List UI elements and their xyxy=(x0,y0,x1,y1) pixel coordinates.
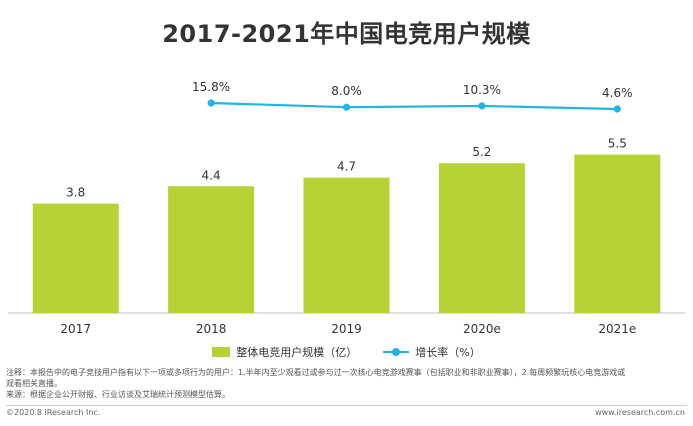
growth-label-2020e: 10.3% xyxy=(463,83,501,97)
bar-2019 xyxy=(303,177,390,313)
bar-label-2017: 3.8 xyxy=(66,186,85,200)
website-link[interactable]: www.iresearch.com.cn xyxy=(595,408,685,417)
bar-2017 xyxy=(32,203,119,313)
note-line-1: 注释：本报告中的电子竞技用户指有以下一项或多项行为的用户：1.半年内至少观看过或… xyxy=(6,368,626,377)
bar-2018 xyxy=(168,186,255,313)
x-tick-label-2017: 2017 xyxy=(60,322,91,336)
chart-legend: 整体电竞用户规模（亿） 增长率（%） xyxy=(0,344,693,360)
x-tick-label-2018: 2018 xyxy=(196,322,227,336)
bar-2020e xyxy=(438,163,525,313)
x-tick-label-2021e: 2021e xyxy=(598,322,636,336)
source-line: 来源：根据企业公开财报、行业访谈及艾瑞统计预测模型估算。 xyxy=(6,390,230,399)
bar-label-2018: 4.4 xyxy=(202,168,221,182)
bar-2021e xyxy=(574,154,661,313)
growth-point-1 xyxy=(207,99,215,107)
growth-label-2018: 15.8% xyxy=(192,80,230,94)
copyright-text: ©2020.8 iResearch Inc. xyxy=(6,408,101,417)
bar-label-2020e: 5.2 xyxy=(472,145,491,159)
bar-label-2019: 4.7 xyxy=(337,160,356,174)
legend-item-line: 增长率（%） xyxy=(383,344,481,360)
growth-line xyxy=(211,101,618,111)
chart-canvas: 3.8 2017 4.4 2018 15.8% 4.7 2019 8.0% 5.2 2020e 10… xyxy=(8,80,685,336)
footer-divider xyxy=(6,405,687,406)
legend-swatch-line xyxy=(383,347,410,357)
bar-label-2021e: 5.5 xyxy=(608,137,627,151)
legend-swatch-bar xyxy=(212,347,231,357)
note-line-2: 观看相关直播。 xyxy=(6,379,62,388)
chart-title: 2017-2021年中国电竞用户规模 xyxy=(162,20,531,48)
growth-point-4 xyxy=(613,105,621,113)
legend-item-bar: 整体电竞用户规模（亿） xyxy=(212,344,357,360)
legend-label-line: 增长率（%） xyxy=(415,346,481,359)
x-tick-label-2019: 2019 xyxy=(331,322,362,336)
growth-point-2 xyxy=(342,103,351,111)
growth-point-3 xyxy=(478,102,486,110)
growth-label-2021e: 4.6% xyxy=(602,86,633,100)
x-tick-label-2020e: 2020e xyxy=(463,322,501,336)
growth-label-2019: 8.0% xyxy=(331,84,362,98)
legend-label-bar: 整体电竞用户规模（亿） xyxy=(236,346,358,359)
chart-notes: 注释：本报告中的电子竞技用户指有以下一项或多项行为的用户：1.半年内至少观看过或… xyxy=(6,367,682,400)
